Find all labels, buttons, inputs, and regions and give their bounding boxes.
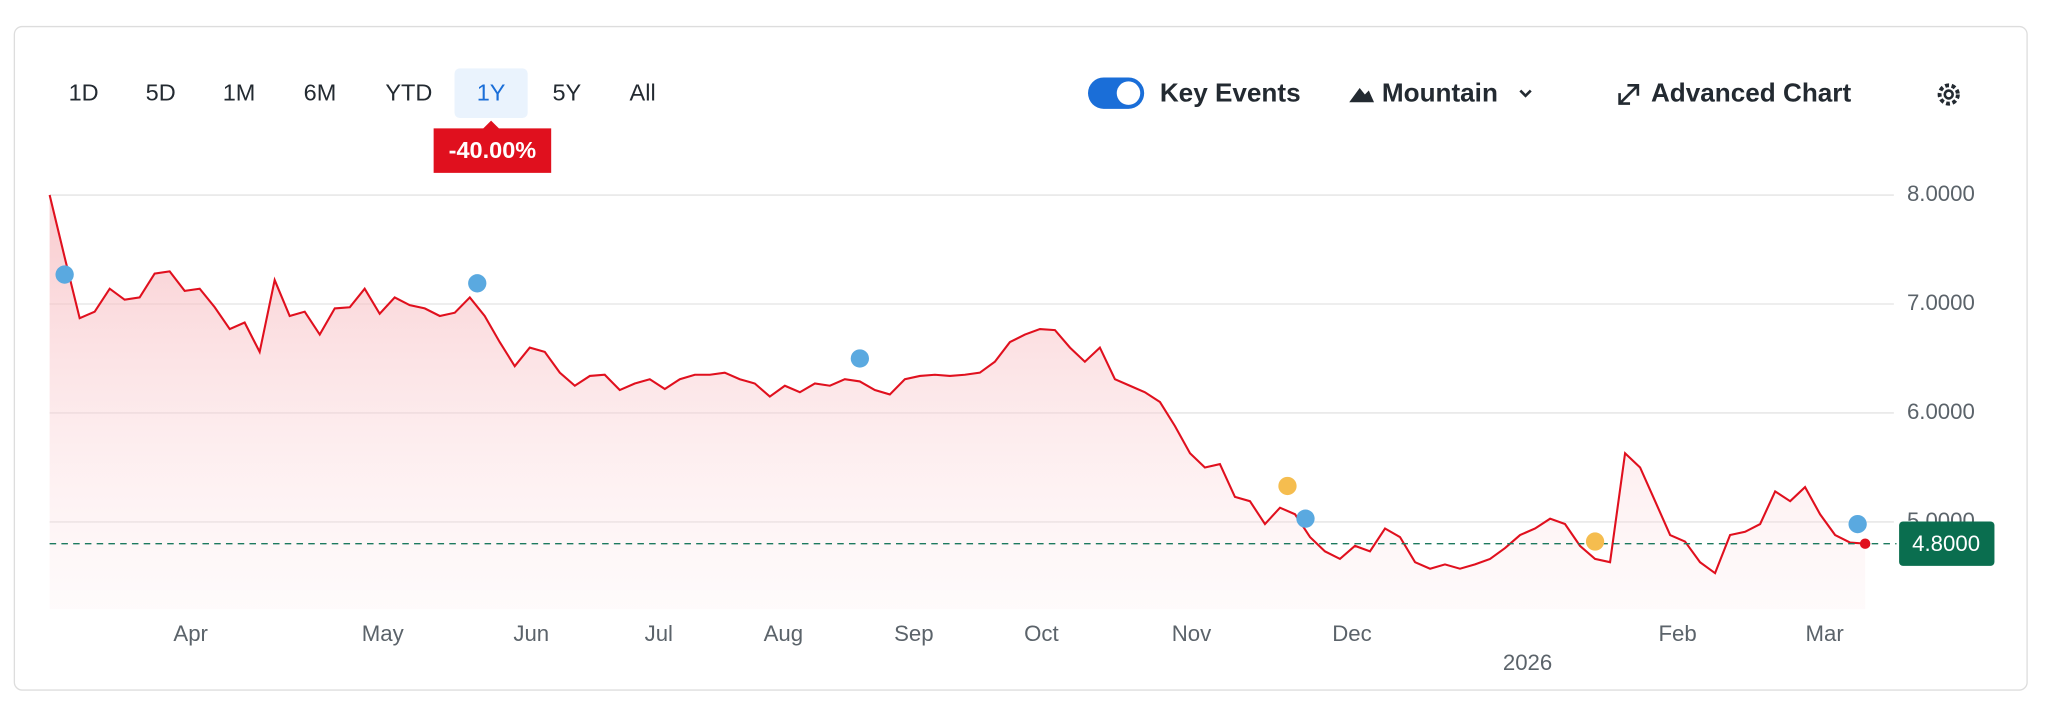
change-badge <box>433 120 552 173</box>
key-events[interactable]: Key Events <box>1160 77 1301 107</box>
mountain-icon <box>1349 87 1375 103</box>
x-tick-label: Jun <box>513 621 549 646</box>
price-line <box>48 194 1866 575</box>
range-button[interactable]: 6M <box>304 80 337 106</box>
x-tick-label: Aug <box>764 621 803 646</box>
toggle-knob <box>1116 81 1141 105</box>
key-event[interactable] <box>1848 514 1867 534</box>
range-button[interactable]: All <box>630 80 656 106</box>
change-label: -40.00% <box>449 137 537 163</box>
range-button[interactable]: 1Y <box>477 80 506 106</box>
key-event[interactable] <box>1585 532 1605 551</box>
x-tick-label: Apr <box>173 621 208 646</box>
price-badge-label: 4.8000 <box>1912 531 1980 556</box>
key-event[interactable] <box>55 265 74 284</box>
range-button[interactable]: 5D <box>146 80 176 106</box>
x-tick-label: Feb <box>1658 621 1696 646</box>
key-event[interactable] <box>850 349 870 368</box>
key-event[interactable] <box>1278 476 1297 496</box>
x-tick-label: Mar <box>1806 621 1845 646</box>
x-tick-label: Oct <box>1024 621 1059 646</box>
y-tick-label: 8.0000 <box>1907 181 1975 206</box>
chevron <box>1519 89 1532 98</box>
last-point <box>1859 538 1871 549</box>
chart-style[interactable]: Mountain <box>1382 77 1498 107</box>
x-tick-label: Dec <box>1332 621 1371 646</box>
expand-icon <box>1618 84 1640 105</box>
x-tick-label: Sep <box>894 621 933 646</box>
range-button[interactable]: 1M <box>223 80 256 106</box>
year-label: 2026 <box>1503 650 1552 675</box>
range-button[interactable]: YTD <box>385 80 432 106</box>
range-button[interactable]: 5Y <box>552 80 581 106</box>
range-button[interactable]: 1D <box>69 80 99 106</box>
area <box>49 195 1866 610</box>
key-event[interactable] <box>468 274 487 293</box>
settings-icon-center <box>1943 89 1954 100</box>
x-tick-label: Jul <box>645 621 673 646</box>
settings-icon[interactable] <box>1937 83 1960 106</box>
y-tick-label: 7.0000 <box>1907 290 1975 315</box>
x-tick-label: Nov <box>1172 621 1212 646</box>
price-badge <box>1899 521 1995 566</box>
x-tick-label: May <box>362 621 405 646</box>
key-event[interactable] <box>1296 509 1315 528</box>
y-tick-label: 6.0000 <box>1907 399 1975 424</box>
range-selected-bg <box>454 68 528 118</box>
advanced-chart[interactable]: Advanced Chart <box>1651 77 1852 107</box>
